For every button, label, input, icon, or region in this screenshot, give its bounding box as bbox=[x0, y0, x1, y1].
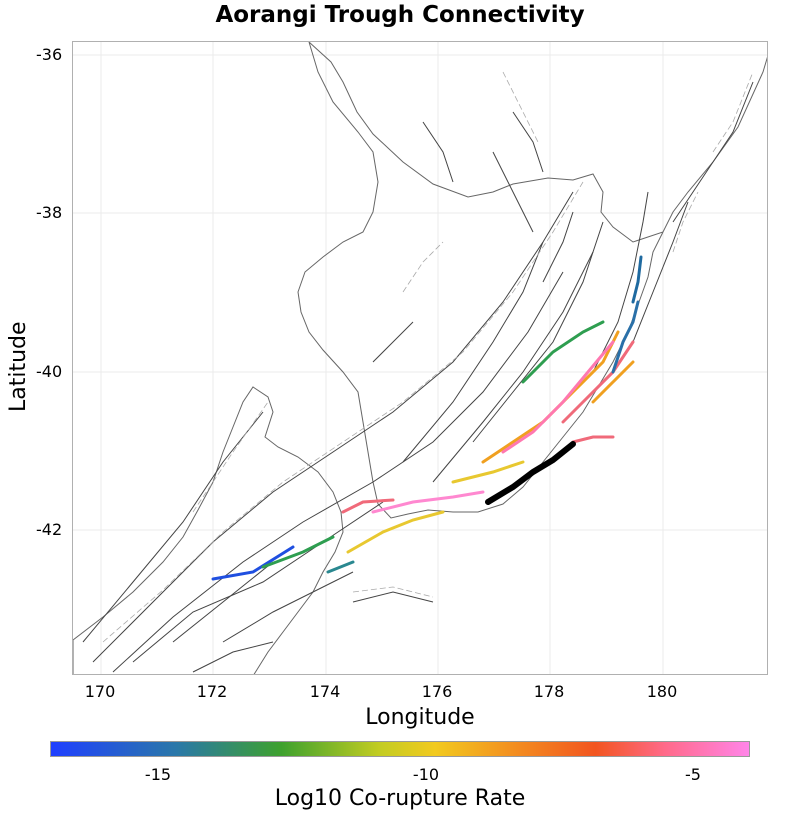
grid-lines bbox=[73, 42, 767, 674]
y-tick: -36 bbox=[36, 45, 63, 64]
target-fault-aorangi-trough[interactable] bbox=[485, 441, 576, 505]
colorbar bbox=[50, 741, 750, 757]
x-axis-label: Longitude bbox=[365, 705, 475, 730]
colorbar-tick: -10 bbox=[412, 765, 440, 784]
x-tick: 178 bbox=[533, 682, 565, 701]
y-axis-label: Latitude bbox=[6, 321, 31, 412]
y-tick: -40 bbox=[36, 362, 63, 381]
y-tick: -38 bbox=[36, 203, 63, 222]
chart-title: Aorangi Trough Connectivity bbox=[215, 2, 585, 28]
corupture-faults bbox=[211, 255, 643, 581]
colorbar-label: Log10 Co-rupture Rate bbox=[274, 786, 526, 811]
south-island-coastline bbox=[73, 386, 344, 674]
map-plot-area[interactable] bbox=[72, 41, 768, 675]
x-tick: 172 bbox=[196, 682, 228, 701]
colorbar-tick: -15 bbox=[144, 765, 172, 784]
y-tick: -42 bbox=[36, 520, 63, 539]
map-svg bbox=[73, 42, 767, 674]
north-island-coastline bbox=[297, 42, 767, 519]
x-tick: 170 bbox=[84, 682, 116, 701]
x-tick: 176 bbox=[421, 682, 453, 701]
fault-segment-outlines bbox=[102, 71, 754, 643]
x-tick: 174 bbox=[309, 682, 341, 701]
x-tick: 180 bbox=[646, 682, 678, 701]
colorbar-tick: -5 bbox=[685, 765, 701, 784]
background-fault-traces bbox=[82, 81, 754, 673]
